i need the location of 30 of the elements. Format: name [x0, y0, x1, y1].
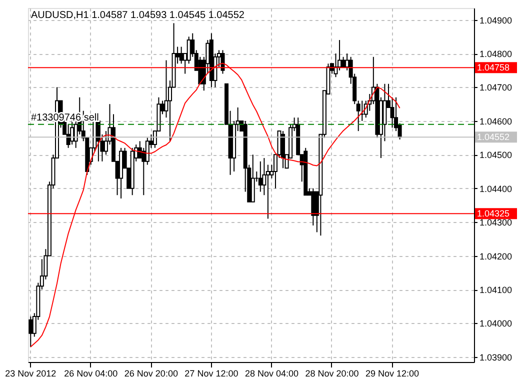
- ref-line-label: 1.04325: [477, 208, 510, 219]
- x-tick-label: 23 Nov 2012: [5, 368, 56, 378]
- y-tick-label: 1.04800: [480, 49, 512, 60]
- y-tick-label: 1.04700: [480, 82, 512, 93]
- ref-line-label: 1.04552: [477, 132, 510, 142]
- candlestick: [28, 316, 33, 348]
- candlestick: [390, 96, 394, 128]
- y-tick-label: 1.04200: [480, 251, 512, 262]
- y-tick-label: 1.04600: [480, 116, 512, 126]
- x-tick-label: 26 Nov 04:00: [64, 368, 118, 378]
- x-tick-label: 26 Nov 20:00: [124, 368, 178, 378]
- y-tick-label: 1.04900: [480, 15, 512, 26]
- x-tick-label: 27 Nov 12:00: [184, 368, 238, 378]
- candlestick: [179, 46, 184, 64]
- x-tick-label: 28 Nov 04:00: [244, 368, 298, 378]
- y-tick-label: 1.03900: [480, 352, 512, 362]
- chart-title: AUDUSD,H1 1.04587 1.04593 1.04545 1.04552: [31, 10, 245, 21]
- ref-line-label: 1.04758: [477, 62, 510, 73]
- candlestick: [382, 83, 387, 142]
- y-tick-label: 1.04300: [480, 218, 512, 228]
- candlestick: [186, 36, 191, 64]
- y-tick-label: 1.04400: [480, 184, 512, 194]
- x-tick-label: 28 Nov 20:00: [305, 368, 359, 378]
- candlestick: [281, 130, 286, 169]
- candlestick: [250, 154, 255, 202]
- candlestick: [311, 188, 316, 226]
- y-tick-label: 1.04500: [480, 150, 512, 160]
- x-tick-label: 29 Nov 12:00: [365, 368, 420, 378]
- y-tick-label: 1.04000: [480, 318, 512, 329]
- y-tick-label: 1.04100: [480, 285, 512, 296]
